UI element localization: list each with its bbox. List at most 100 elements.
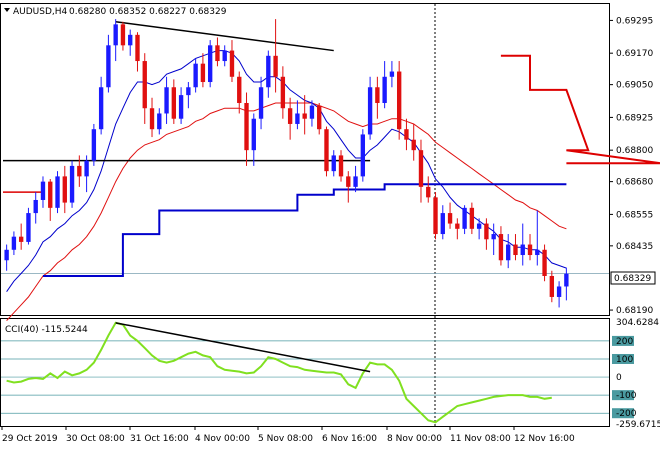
cci-label: CCI(40) -115.5244 [5, 325, 88, 335]
indicator-lines [3, 20, 660, 321]
candle-body [120, 24, 126, 46]
candle-body [186, 87, 191, 96]
candle-body [302, 113, 307, 119]
time-tick-label: 31 Oct 16:00 [130, 434, 189, 444]
candle-body [207, 45, 213, 83]
candle-body [527, 244, 533, 256]
candle-body [4, 249, 9, 261]
cci-tick-label: 200 [616, 337, 633, 347]
cci-line [6, 321, 552, 424]
candle-body [266, 55, 271, 88]
candle-body [491, 234, 496, 240]
ema-slow-line [6, 102, 567, 321]
candle-body [469, 207, 475, 229]
candle-body [375, 87, 380, 103]
candle-body [62, 176, 67, 203]
time-axis: 29 Oct 2019 30 Oct 08:00 31 Oct 16:00 4 Nov… [1, 426, 575, 444]
price-tick-label: 0.69050 [616, 81, 653, 91]
candle-body [317, 105, 322, 130]
time-tick-label: 30 Oct 08:00 [66, 434, 125, 444]
time-tick-label: 5 Nov 08:00 [258, 434, 313, 444]
candle-body [273, 55, 278, 77]
candle-body [178, 95, 184, 119]
red-resistance-line [500, 54, 660, 165]
time-tick-label: 11 Nov 08:00 [450, 434, 511, 444]
candle-body [382, 76, 387, 103]
candle-body [237, 76, 242, 103]
candle-body [135, 34, 140, 62]
candle-body [411, 139, 416, 151]
price-tick-label: 0.68435 [616, 242, 653, 252]
candle-body [564, 273, 569, 287]
candle-body [426, 186, 431, 198]
price-tick-label: 0.68555 [616, 210, 653, 220]
candle-body [549, 275, 555, 297]
symbol-label: AUDUSD,H4 [13, 7, 68, 17]
cci-axis: 304.6284 200 100 0 -100 -200-259.6715 [612, 318, 660, 430]
candle-body [353, 176, 358, 187]
candles[interactable] [4, 19, 569, 308]
ohlc-readout: 0.68280 0.68352 0.68227 0.68329 [69, 7, 227, 17]
candle-body [142, 61, 147, 109]
time-tick-label: 12 Nov 16:00 [514, 434, 575, 444]
candle-body [193, 63, 198, 88]
candle-body [26, 213, 31, 242]
candle-body [280, 76, 286, 109]
cci-level-box [612, 353, 634, 364]
cci-tick-label: -200 [616, 409, 637, 419]
candle-body [229, 50, 235, 77]
price-tick-label: 0.68925 [616, 113, 653, 123]
cci-tick-label: -100 [616, 391, 637, 401]
candle-body [287, 108, 293, 124]
candle-body [106, 45, 111, 88]
candle-body [244, 102, 249, 151]
candle-body [346, 176, 351, 187]
candle-body [556, 286, 562, 297]
candle-body [542, 249, 547, 276]
price-tick-label: 0.69295 [616, 16, 653, 26]
candle-body [309, 105, 315, 119]
dropdown-triangle-icon[interactable] [4, 8, 10, 12]
candle-body [396, 71, 402, 130]
candle-body [389, 71, 395, 77]
cci-panel-frame [0, 318, 610, 427]
cci-level-box [612, 390, 634, 401]
candle-body [404, 129, 409, 140]
candle-body [200, 63, 206, 83]
candle-body [33, 199, 38, 214]
cci-trendline [115, 322, 371, 373]
candle-body [18, 236, 24, 242]
candle-body [447, 213, 453, 224]
candle-body [77, 165, 82, 177]
time-tick-label: 6 Nov 16:00 [322, 434, 377, 444]
candle-body [69, 165, 75, 203]
candle-body [484, 223, 489, 240]
candle-body [535, 249, 540, 256]
time-tick-label: 8 Nov 00:00 [387, 434, 442, 444]
candle-body [462, 207, 467, 229]
candle-body [476, 223, 482, 229]
cci-tick-label: 100 [616, 355, 633, 365]
candle-body [98, 87, 104, 130]
price-tick-label: 0.68190 [616, 306, 653, 316]
time-tick-label: 29 Oct 2019 [2, 434, 58, 444]
cci-indicator [1, 321, 609, 424]
candle-body [520, 244, 525, 256]
cci-level-box [612, 335, 634, 346]
candle-body [40, 181, 46, 200]
candle-body [498, 234, 504, 261]
candle-body [295, 113, 300, 124]
candle-body [367, 87, 373, 135]
candle-body [455, 223, 460, 229]
candle-body [222, 50, 227, 62]
candle-body [113, 24, 118, 46]
blue-support-line [43, 183, 567, 277]
candle-body [91, 129, 97, 161]
price-axis: 0.69295 0.69170 0.69050 0.68925 0.68800 0.686… [609, 16, 653, 316]
candle-body [506, 244, 511, 261]
candle-body [164, 87, 169, 114]
current-price-tag [610, 271, 656, 285]
candle-body [418, 150, 424, 187]
candle-body [11, 236, 17, 250]
